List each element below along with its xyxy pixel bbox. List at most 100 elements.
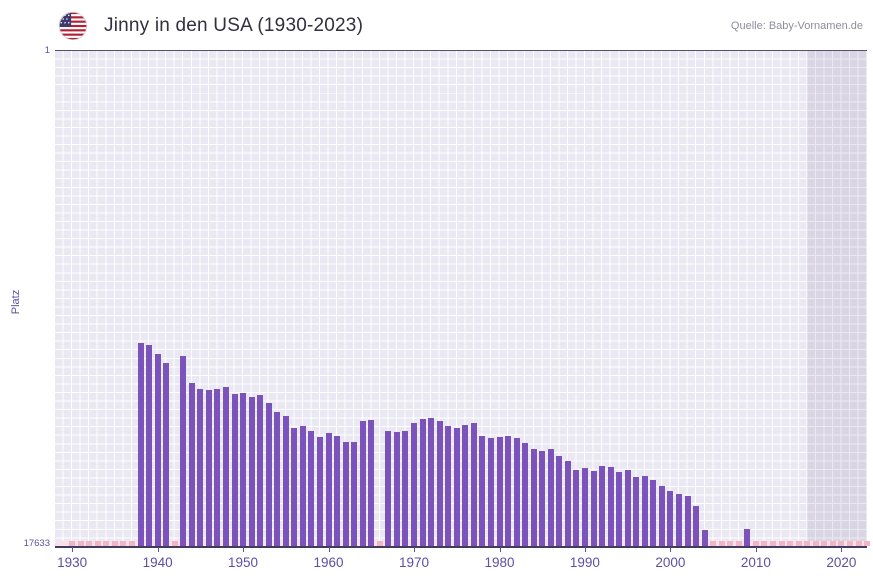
rank-bar-1999[interactable] xyxy=(658,485,665,546)
rank-bar-2002[interactable] xyxy=(684,496,691,546)
rank-bar-1982[interactable] xyxy=(513,438,520,546)
rank-bar-1987[interactable] xyxy=(556,456,563,546)
recent-years-shade xyxy=(807,51,867,546)
unranked-marker-1931 xyxy=(77,541,84,546)
rank-bar-1945[interactable] xyxy=(197,388,204,546)
unranked-marker-2011 xyxy=(761,541,768,546)
rank-bar-1976[interactable] xyxy=(462,425,469,546)
rank-bar-1960[interactable] xyxy=(325,432,332,546)
x-tick-label-1990: 1990 xyxy=(569,555,600,570)
unranked-marker-1935 xyxy=(111,541,118,546)
unranked-marker-1936 xyxy=(120,541,127,546)
unranked-marker-2021 xyxy=(846,541,853,546)
rank-bar-1956[interactable] xyxy=(291,428,298,546)
rank-bar-1963[interactable] xyxy=(351,442,358,546)
rank-bar-1975[interactable] xyxy=(453,427,460,546)
rank-bar-1953[interactable] xyxy=(265,402,272,546)
rank-bar-1968[interactable] xyxy=(393,432,400,546)
rank-bar-1954[interactable] xyxy=(274,412,281,546)
rank-bar-1977[interactable] xyxy=(470,423,477,546)
rank-bar-1965[interactable] xyxy=(368,419,375,546)
rank-bar-1964[interactable] xyxy=(359,420,366,546)
rank-bar-1947[interactable] xyxy=(214,389,221,546)
rank-bar-1998[interactable] xyxy=(650,480,657,546)
rank-bar-1986[interactable] xyxy=(547,449,554,546)
unranked-marker-1934 xyxy=(103,541,110,546)
rank-bar-1967[interactable] xyxy=(385,430,392,546)
unranked-marker-2008 xyxy=(735,541,742,546)
x-tick-label-1960: 1960 xyxy=(313,555,344,570)
rank-bar-2004[interactable] xyxy=(701,529,708,546)
x-tick-mark-2000 xyxy=(670,547,672,552)
rank-bar-1989[interactable] xyxy=(573,469,580,546)
rank-bar-2000[interactable] xyxy=(667,491,674,546)
rank-bar-1980[interactable] xyxy=(496,436,503,546)
rank-bar-1994[interactable] xyxy=(616,472,623,546)
rank-bar-1958[interactable] xyxy=(308,431,315,546)
x-tick-label-2000: 2000 xyxy=(655,555,686,570)
unranked-marker-2013 xyxy=(778,541,785,546)
rank-bar-1941[interactable] xyxy=(163,363,170,546)
x-tick-mark-1990 xyxy=(584,547,586,552)
x-tick-label-1980: 1980 xyxy=(484,555,515,570)
source-attribution: Quelle: Baby-Vornamen.de xyxy=(730,20,863,32)
rank-bar-1940[interactable] xyxy=(154,353,161,546)
unranked-marker-2005 xyxy=(710,541,717,546)
rank-bar-1981[interactable] xyxy=(505,435,511,546)
unranked-marker-2006 xyxy=(718,541,725,546)
rank-bar-1952[interactable] xyxy=(257,395,264,546)
rank-bar-1962[interactable] xyxy=(342,441,349,546)
rank-bar-1973[interactable] xyxy=(436,420,443,546)
y-axis-label: Platz xyxy=(10,289,22,315)
x-tick-mark-1980 xyxy=(499,547,501,552)
rank-bar-1951[interactable] xyxy=(248,397,255,546)
rank-bar-1985[interactable] xyxy=(539,451,546,546)
rank-bar-1957[interactable] xyxy=(299,426,306,546)
rank-bar-1978[interactable] xyxy=(479,435,486,546)
rank-bar-1997[interactable] xyxy=(641,475,648,546)
rank-bar-1959[interactable] xyxy=(317,437,323,546)
x-tick-mark-1970 xyxy=(414,547,415,552)
rank-bar-1946[interactable] xyxy=(205,390,212,546)
rank-bar-1974[interactable] xyxy=(445,425,452,546)
unranked-marker-2014 xyxy=(787,541,794,546)
unranked-marker-2017 xyxy=(812,541,819,546)
rank-bar-2003[interactable] xyxy=(693,506,700,546)
rank-bar-1991[interactable] xyxy=(590,470,597,546)
x-tick-label-2010: 2010 xyxy=(740,555,771,570)
x-tick-label-1950: 1950 xyxy=(227,555,259,570)
rank-bar-1939[interactable] xyxy=(146,345,152,546)
x-tick-label-1970: 1970 xyxy=(398,555,430,570)
unranked-marker-2007 xyxy=(727,541,734,546)
rank-bar-1971[interactable] xyxy=(419,418,426,546)
rank-bar-1988[interactable] xyxy=(564,461,571,546)
rank-bar-1944[interactable] xyxy=(188,382,195,546)
rank-bar-1972[interactable] xyxy=(428,417,435,546)
rank-bar-1950[interactable] xyxy=(240,392,246,546)
rank-bar-1955[interactable] xyxy=(282,415,289,546)
rank-bar-1992[interactable] xyxy=(599,465,605,546)
rank-bar-1970[interactable] xyxy=(411,423,417,546)
unranked-marker-2018 xyxy=(821,541,828,546)
rank-bar-1961[interactable] xyxy=(334,435,341,546)
rank-bar-1979[interactable] xyxy=(487,438,494,546)
rank-bar-1948[interactable] xyxy=(222,386,229,546)
x-tick-mark-1940 xyxy=(157,547,159,552)
rank-bar-1969[interactable] xyxy=(402,431,409,546)
rank-bar-1990[interactable] xyxy=(581,468,588,546)
rank-bar-1995[interactable] xyxy=(624,469,631,546)
x-tick-label-1930: 1930 xyxy=(57,555,88,570)
rank-bar-1983[interactable] xyxy=(522,442,529,546)
rank-bar-1996[interactable] xyxy=(633,476,640,546)
rank-bar-1943[interactable] xyxy=(180,356,187,546)
x-axis: 1930 1940 1950 1960 1970 1980 1990 2000 2010 2020 xyxy=(55,547,867,579)
rank-bar-1984[interactable] xyxy=(530,448,537,546)
rank-bar-1949[interactable] xyxy=(231,394,238,546)
y-tick-top: 1 xyxy=(44,45,50,56)
rank-bar-1993[interactable] xyxy=(607,467,614,546)
page-title: Jinny in den USA (1930-2023) xyxy=(104,15,364,36)
rank-bar-1938[interactable] xyxy=(137,343,144,546)
us-flag-icon xyxy=(58,11,88,41)
rank-bar-2001[interactable] xyxy=(676,493,682,546)
rank-bar-2009[interactable] xyxy=(744,529,751,546)
